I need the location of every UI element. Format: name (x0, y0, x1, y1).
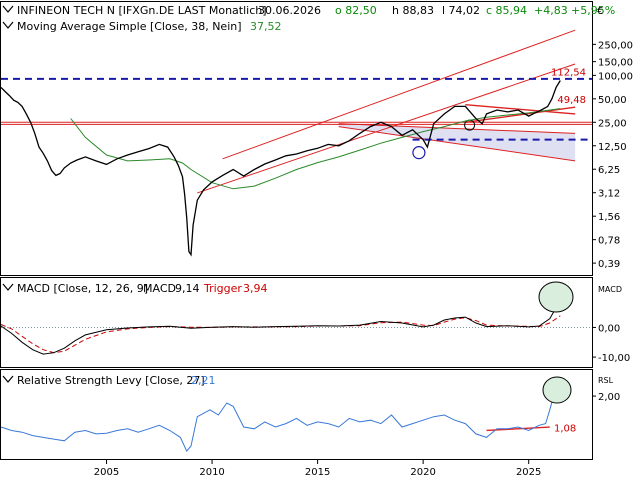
y-tick-label: -10,00 (598, 353, 630, 364)
y-tick-label: 0,00 (598, 323, 620, 334)
x-tick-label: 2020 (410, 467, 435, 478)
macd-title: MACD [Close, 12, 26, 9] (17, 282, 148, 295)
price-change-abs: +4,83 (534, 4, 568, 17)
wedge-upper-line (465, 104, 576, 115)
price-high: h 88,83 (392, 4, 434, 17)
price-title: INFINEON TECH N [IFXGn.DE LAST Monatlich… (17, 4, 267, 17)
y-tick-label: 25,00 (598, 118, 627, 129)
y-tick-label: 250,00 (598, 40, 633, 51)
y-tick-label: 0,78 (598, 236, 620, 247)
price-close: c 85,94 (486, 4, 527, 17)
x-tick-label: 2010 (199, 467, 224, 478)
low-marker-circle (412, 146, 426, 160)
x-tick-label: 2005 (94, 467, 119, 478)
collapse-chevron-icon[interactable] (2, 375, 14, 383)
macd-label: MACD (143, 282, 176, 295)
y-tick-label: 0,39 (598, 259, 620, 270)
rsl-highlight-circle (542, 376, 572, 404)
y-tick-label: 3,12 (598, 189, 620, 200)
macd-y-axis: 0,00 -10,00 (592, 323, 630, 364)
x-tick-label: 2025 (516, 467, 541, 478)
down-channel-area (338, 123, 576, 161)
price-y-axis: 250,00 150,00 100,00 50,00 25,00 12,50 6,25 3,1… (592, 40, 633, 270)
price-change-pct: +5,95% (571, 4, 615, 17)
currency-symbol: € (597, 6, 603, 17)
rsl-side-label: RSL (598, 376, 614, 385)
trigger-label: Trigger (203, 282, 242, 295)
down-channel-shade (338, 123, 576, 161)
trend-lines (1, 29, 592, 194)
rsl-panel-frame (0, 369, 593, 460)
rsl-line (0, 388, 561, 453)
y-tick-label: 100,00 (598, 71, 633, 82)
rsl-series-group (0, 388, 561, 453)
price-open: o 82,50 (335, 4, 377, 17)
down-channel-bottom-line (338, 126, 576, 162)
collapse-chevron-icon[interactable] (2, 21, 14, 29)
rsl-annotation-label: 1,08 (554, 424, 576, 435)
y-tick-label: 12,50 (598, 142, 627, 153)
y-tick-label: 2,00 (598, 392, 620, 403)
price-annotation-label: 112,54 (551, 67, 586, 78)
macd-value: 9,14 (175, 282, 200, 295)
trigger-value: 3,94 (243, 282, 268, 295)
y-tick-label: 50,00 (598, 95, 627, 106)
rsl-trend-line (486, 426, 550, 432)
y-tick-label: 6,25 (598, 165, 620, 176)
y-tick-label: 150,00 (598, 58, 633, 69)
collapse-chevron-icon[interactable] (2, 283, 14, 291)
price-date: 30.06.2026 (258, 4, 321, 17)
channel-lower-line (197, 63, 576, 194)
sma-label: Moving Average Simple [Close, 38, Nein] (17, 20, 242, 33)
rsl-trend-line (486, 426, 550, 432)
x-tick-label: 2015 (305, 467, 330, 478)
rsl-value: 2,21 (191, 374, 216, 387)
macd-highlight-circle (538, 281, 574, 313)
price-annotations: 112,54 49,48 (551, 67, 586, 106)
macd-side-label: MACD (598, 285, 622, 294)
sma-value: 37,52 (250, 20, 282, 33)
rsl-annotation: 1,08 (554, 424, 576, 435)
macd-panel-frame (0, 277, 593, 368)
channel-upper-line (222, 29, 576, 160)
price-series-group (0, 80, 561, 257)
price-line (0, 80, 561, 257)
price-low: l 74,02 (442, 4, 480, 17)
rsl-title: Relative Strength Levy [Close, 27] (17, 374, 205, 387)
sma-line (70, 108, 561, 190)
macd-series-group (0, 300, 561, 355)
collapse-chevron-icon[interactable] (2, 5, 14, 13)
down-channel-top-line (338, 123, 576, 134)
macd-line (0, 300, 561, 355)
rsl-y-axis: 2,00 (592, 392, 620, 403)
price-annotation-label: 49,48 (557, 95, 586, 106)
y-tick-label: 1,56 (598, 212, 620, 223)
x-axis: 2005 2010 2015 2020 2025 (94, 460, 541, 478)
